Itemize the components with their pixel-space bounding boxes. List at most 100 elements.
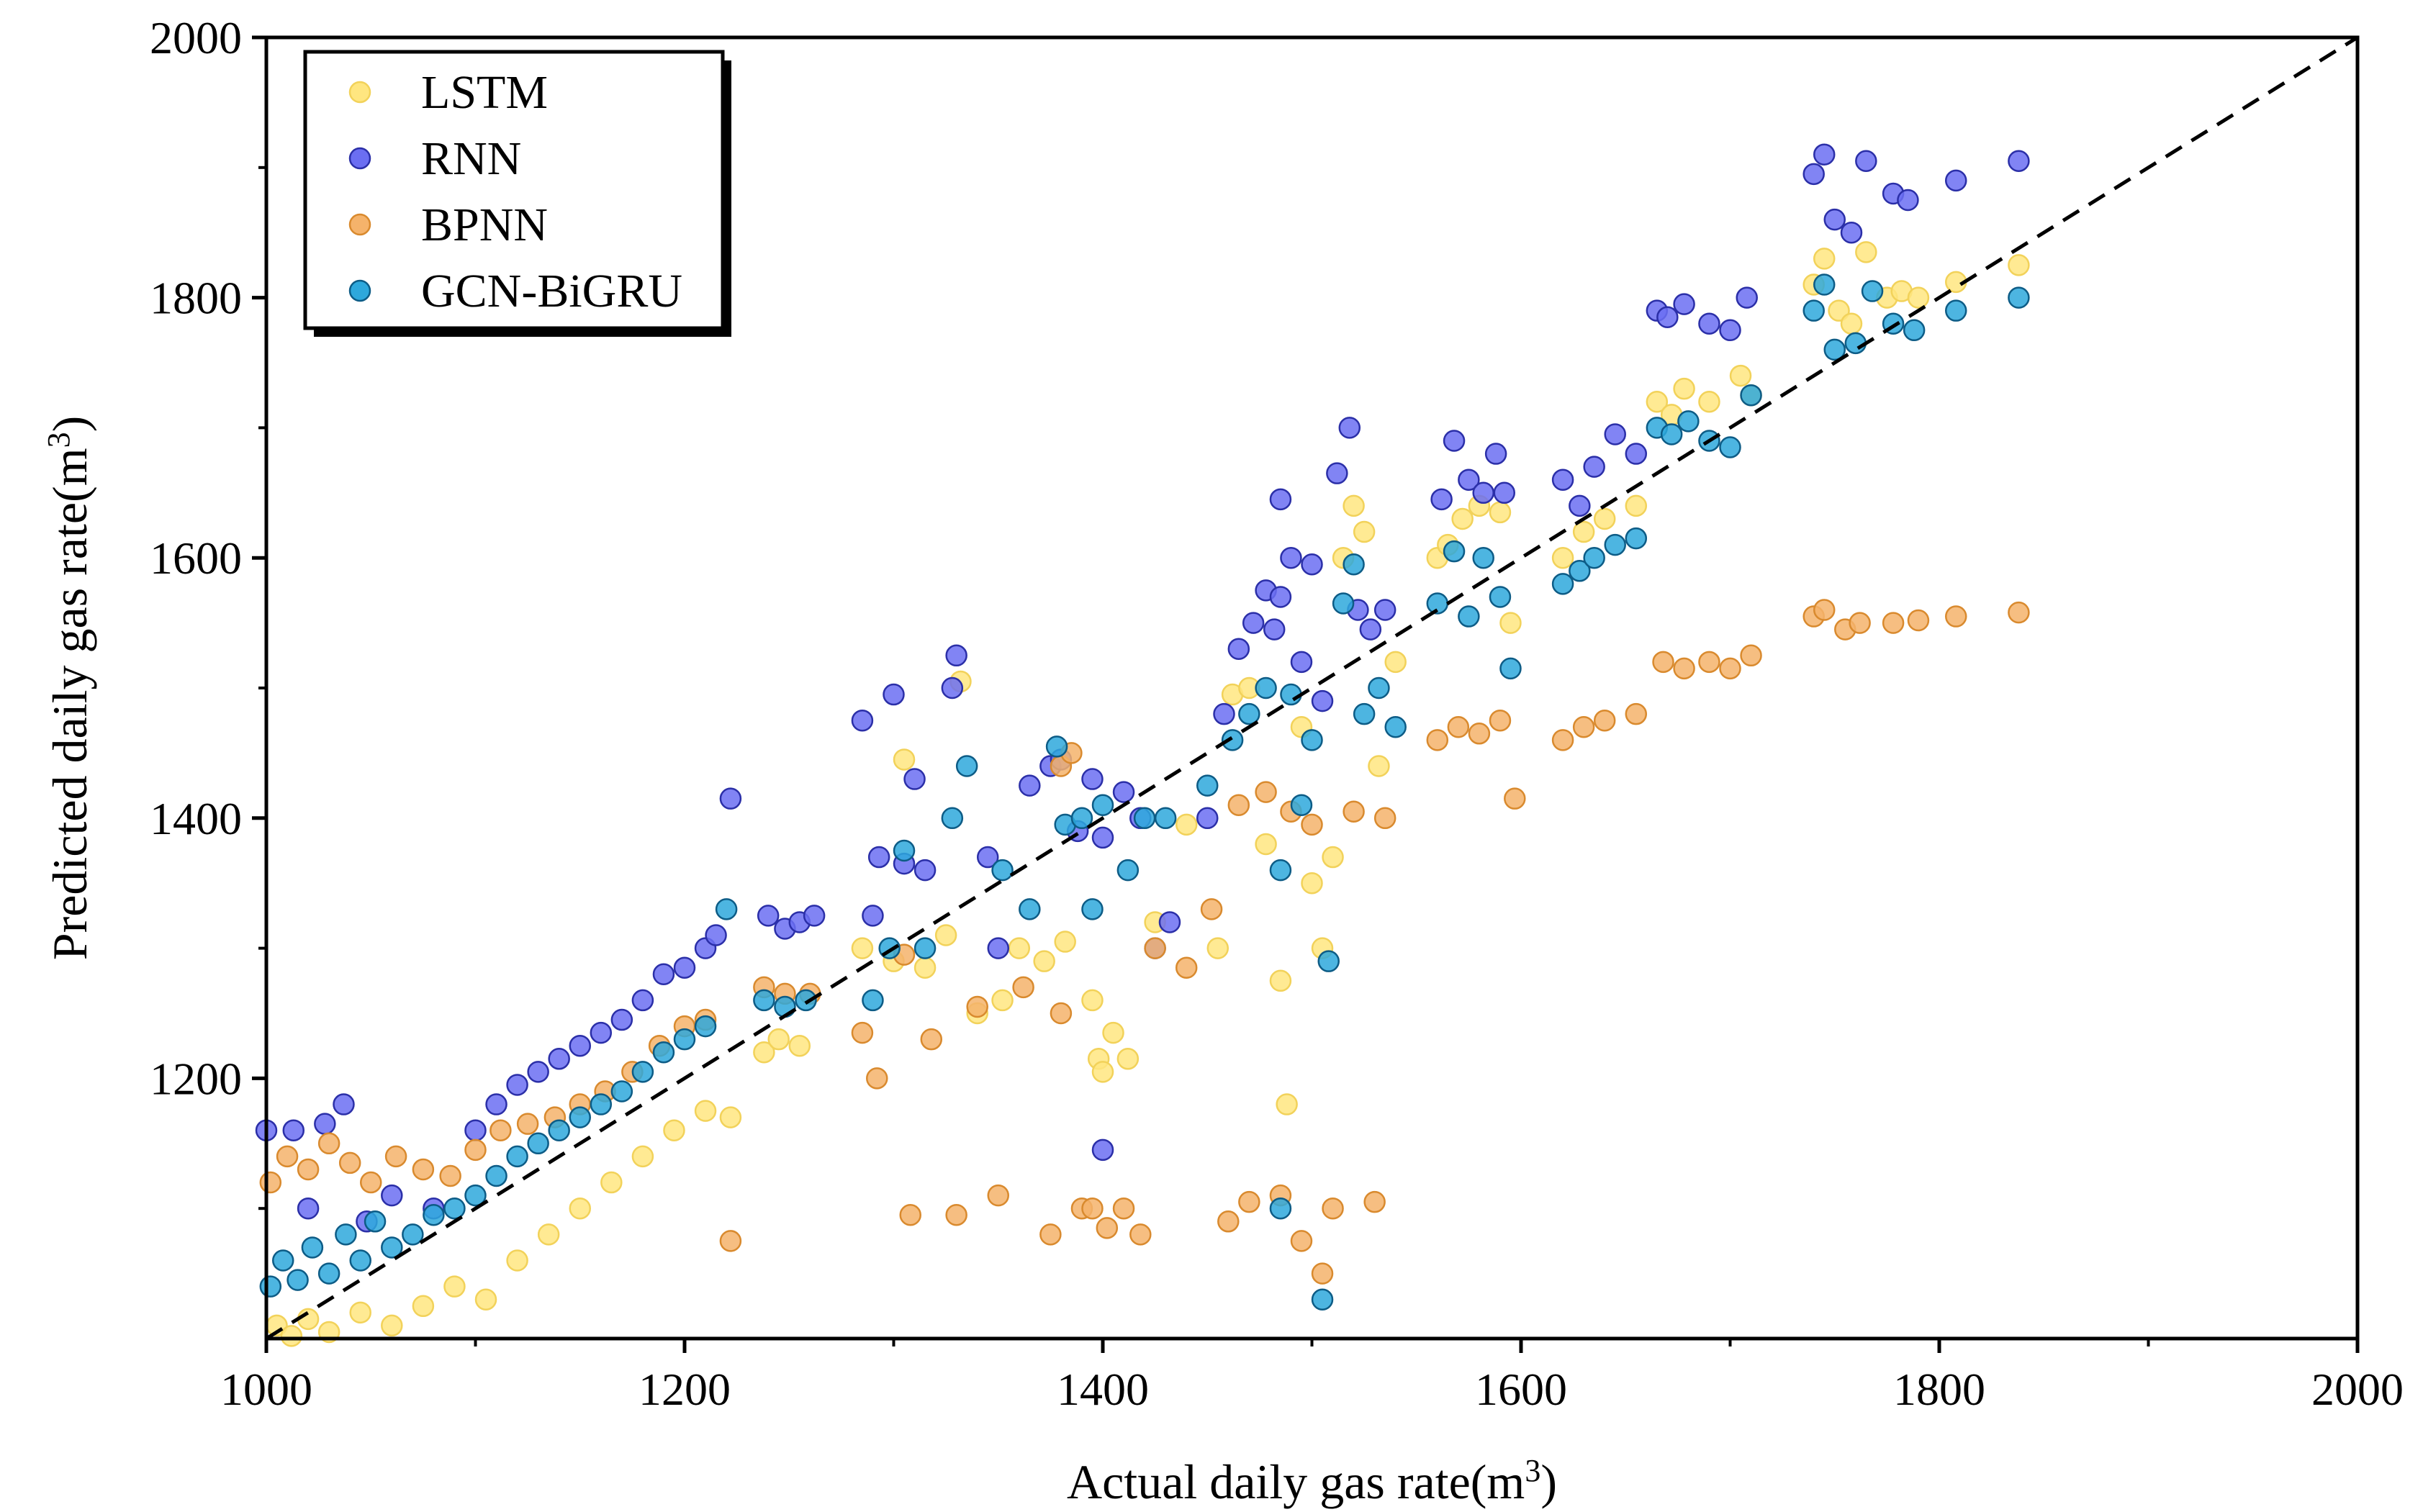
data-point [987,937,1009,959]
legend-label: GCN-BiGRU [421,265,682,317]
data-point [1373,807,1397,830]
data-point [673,956,696,979]
data-point [1944,169,1967,192]
data-point [1572,520,1595,543]
data-point [2008,286,2030,309]
data-point [1426,729,1449,751]
data-point [795,989,817,1012]
data-point [788,1034,811,1057]
data-point [1227,638,1250,661]
data-point [1897,189,1919,212]
data-point [335,1223,357,1246]
data-point [1673,377,1695,400]
data-point [1493,481,1516,504]
data-point [1484,443,1507,465]
data-point [1583,456,1605,478]
data-point [1269,859,1292,882]
data-point [1290,651,1313,674]
data-point [1290,1230,1313,1252]
data-point [1102,1021,1124,1044]
data-point [1551,468,1574,491]
data-point [610,1008,633,1031]
data-point [1045,735,1068,758]
data-point [1855,241,1877,263]
data-point [1033,950,1055,972]
data-point [753,989,775,1012]
data-point [1646,390,1669,413]
data-point [297,1158,320,1181]
data-point [1882,612,1905,634]
data-point [991,989,1014,1012]
data-point [1472,481,1494,504]
data-point [1116,1048,1140,1070]
data-point [1719,319,1741,342]
data-point [1373,599,1397,621]
data-point [945,1203,967,1226]
data-point [1855,150,1877,173]
x-tick-label: 2000 [2311,1364,2404,1415]
data-point [1551,729,1574,751]
data-point [1840,221,1863,244]
data-point [1740,384,1762,407]
data-point [297,1197,320,1220]
data-point [506,1145,528,1168]
data-point [1583,546,1605,569]
data-point [1604,423,1626,445]
x-tick-label: 1000 [220,1364,312,1415]
data-point [1091,1061,1114,1083]
data-point [1451,507,1474,530]
y-axis-title: Predicted daily gas rate(m3) [41,416,98,961]
data-point [1091,794,1114,816]
data-point [1443,540,1466,563]
data-point [1343,553,1365,576]
y-axis-ticks: 1200 1400 1600 1800 2000 [150,12,266,1210]
data-point [920,1028,943,1051]
data-point [439,1164,461,1187]
data-point [1317,950,1340,972]
data-point [1489,501,1512,524]
y-tick-label: 1400 [150,793,242,844]
data-point [631,989,654,1012]
data-point [767,1028,790,1051]
data-point [663,1119,685,1141]
data-point [1196,807,1219,830]
data-point [1269,488,1292,511]
data-point [1625,527,1648,550]
data-point [753,1041,775,1064]
data-point [1311,1288,1334,1311]
data-point [913,956,937,979]
data-point [1551,573,1574,595]
data-point [1311,1262,1334,1285]
data-point [1217,1210,1240,1233]
data-point [1740,644,1762,667]
data-point [1489,586,1512,608]
data-point [1907,286,1930,309]
data-point [1269,586,1292,608]
data-point [1458,605,1480,628]
data-point [851,1021,874,1044]
data-point [381,1314,403,1337]
data-point [423,1203,445,1226]
data-point [381,1236,403,1259]
data-point [360,1171,382,1194]
data-point [1719,436,1741,458]
data-point [1504,787,1526,810]
data-point [1116,859,1140,882]
data-point [590,1093,613,1115]
legend: LSTM RNN BPNN GCN-BiGRU [303,50,731,337]
data-point [590,1021,613,1044]
data-point [705,924,727,946]
data-point [600,1171,623,1194]
data-point [286,1269,309,1291]
data-point [1242,612,1265,634]
data-point [719,1106,742,1128]
data-point [301,1236,324,1259]
data-point [1353,520,1376,543]
data-point [1489,709,1512,732]
data-point [1472,546,1494,569]
data-point [1081,898,1104,920]
data-point [276,1145,299,1168]
data-point [1569,560,1591,582]
data-point [1280,546,1302,569]
data-point [349,1301,371,1324]
